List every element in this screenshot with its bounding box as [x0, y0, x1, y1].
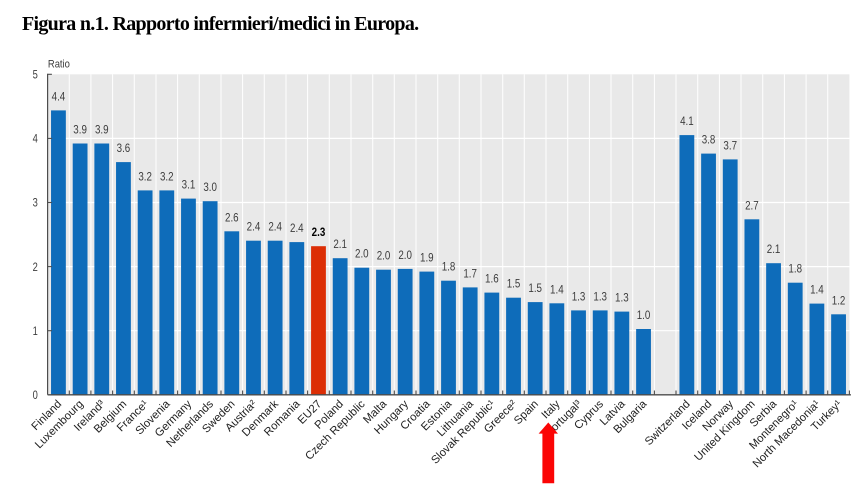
- svg-text:4.4: 4.4: [52, 89, 66, 103]
- svg-text:0: 0: [33, 388, 38, 402]
- svg-text:1.3: 1.3: [593, 289, 607, 303]
- svg-text:5: 5: [33, 68, 38, 82]
- svg-text:3.1: 3.1: [182, 178, 196, 192]
- svg-text:2.1: 2.1: [767, 242, 781, 256]
- svg-text:3.7: 3.7: [723, 138, 737, 152]
- svg-text:3.0: 3.0: [203, 180, 217, 194]
- svg-text:1.5: 1.5: [528, 281, 542, 295]
- svg-text:2.0: 2.0: [398, 248, 412, 262]
- svg-text:2.0: 2.0: [377, 249, 391, 263]
- svg-text:1.8: 1.8: [788, 262, 802, 276]
- svg-text:2.3: 2.3: [312, 225, 326, 239]
- svg-text:1.7: 1.7: [463, 266, 477, 280]
- svg-text:2.1: 2.1: [333, 237, 347, 251]
- svg-text:3.2: 3.2: [138, 169, 152, 183]
- svg-text:Ratio: Ratio: [48, 58, 70, 70]
- svg-text:1.3: 1.3: [572, 289, 586, 303]
- svg-text:3.2: 3.2: [160, 169, 174, 183]
- svg-text:1.2: 1.2: [832, 293, 846, 307]
- svg-text:1.8: 1.8: [442, 260, 456, 274]
- svg-text:1.4: 1.4: [810, 283, 824, 297]
- svg-text:3.8: 3.8: [702, 133, 716, 147]
- svg-text:4.1: 4.1: [680, 114, 694, 128]
- svg-text:1: 1: [33, 324, 38, 338]
- svg-text:1.3: 1.3: [615, 291, 629, 305]
- svg-text:Spain: Spain: [512, 398, 541, 427]
- svg-text:2: 2: [33, 260, 38, 274]
- svg-text:1.5: 1.5: [507, 277, 521, 291]
- svg-text:1.0: 1.0: [637, 308, 651, 322]
- svg-text:2.4: 2.4: [247, 220, 261, 234]
- svg-text:2.4: 2.4: [268, 220, 282, 234]
- svg-text:1.6: 1.6: [485, 272, 499, 286]
- svg-text:2.7: 2.7: [745, 198, 759, 212]
- svg-text:1.9: 1.9: [420, 251, 434, 265]
- svg-text:3.9: 3.9: [73, 123, 87, 137]
- svg-text:4: 4: [33, 132, 38, 146]
- svg-text:2.0: 2.0: [355, 247, 369, 261]
- svg-text:2.6: 2.6: [225, 210, 239, 224]
- svg-text:3.6: 3.6: [117, 141, 131, 155]
- svg-text:3.9: 3.9: [95, 123, 109, 137]
- svg-text:3: 3: [33, 196, 38, 210]
- svg-text:2.4: 2.4: [290, 221, 304, 235]
- svg-text:1.4: 1.4: [550, 282, 564, 296]
